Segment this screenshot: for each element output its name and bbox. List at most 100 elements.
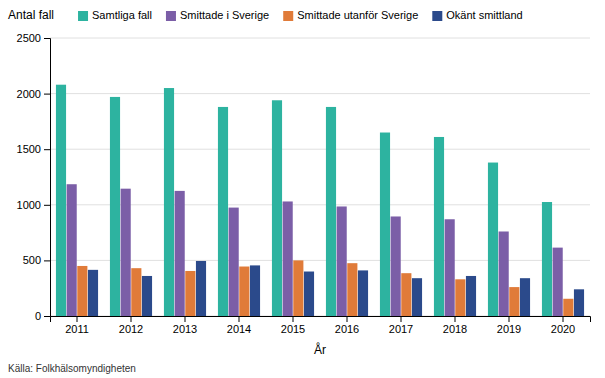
bar <box>56 85 66 316</box>
bar <box>574 289 584 316</box>
x-axis: 2011 2012 2013 2014 2015 2016 2017 2018 2019 2020 <box>51 316 591 335</box>
x-tick-mark <box>401 316 402 322</box>
x-axis-label: År <box>314 342 326 357</box>
bar <box>196 261 206 316</box>
y-axis: 0 500 1000 1500 2000 2500 <box>17 32 51 322</box>
bar <box>499 231 509 316</box>
y-tick: 1000 <box>17 199 50 211</box>
y-tick: 500 <box>23 254 50 266</box>
x-tick-label: 2017 <box>389 323 413 335</box>
bar <box>88 270 98 316</box>
y-tick-label: 0 <box>35 310 41 322</box>
bar <box>412 278 422 316</box>
bar <box>326 107 336 316</box>
legend: Samtliga fall Smittade i Sverige Smittade … <box>78 9 523 21</box>
legend-label: Smittade i Sverige <box>180 9 269 21</box>
y-tick-label: 1500 <box>17 143 41 155</box>
bar <box>131 268 141 316</box>
x-tick-mark <box>347 316 348 322</box>
grid-line <box>50 38 590 39</box>
y-tick: 2500 <box>17 32 50 44</box>
bar <box>466 276 476 316</box>
y-tick-mark <box>44 260 50 261</box>
bar <box>347 263 357 316</box>
x-tick-mark <box>293 316 294 322</box>
x-tick-mark <box>185 316 186 322</box>
x-tick: 2019 <box>497 316 521 335</box>
bar <box>110 97 120 316</box>
legend-swatch <box>432 11 442 21</box>
grid-line <box>50 149 590 150</box>
y-tick: 0 <box>35 310 50 322</box>
bar <box>358 270 368 316</box>
bar-series <box>56 85 552 316</box>
x-tick-mark <box>509 316 510 322</box>
bar <box>67 184 77 316</box>
bar <box>488 163 498 316</box>
y-tick-mark <box>44 149 50 150</box>
bar <box>553 248 563 316</box>
legend-label: Okänt smittland <box>446 9 522 21</box>
grid-line <box>50 93 590 94</box>
y-tick-label: 2000 <box>17 88 41 100</box>
x-tick-label: 2018 <box>443 323 467 335</box>
bar <box>250 265 260 316</box>
legend-item: Smittade utanför Sverige <box>283 9 418 21</box>
x-tick-mark <box>455 316 456 322</box>
bar-series <box>77 260 573 316</box>
x-tick-label: 2012 <box>119 323 143 335</box>
legend-label: Smittade utanför Sverige <box>297 9 418 21</box>
bar <box>218 107 228 316</box>
x-tick-label: 2019 <box>497 323 521 335</box>
bar <box>283 201 293 316</box>
x-tick-label: 2015 <box>281 323 305 335</box>
x-tick: 2013 <box>173 316 197 335</box>
bar <box>509 287 519 316</box>
bar <box>164 88 174 316</box>
bar <box>455 279 465 316</box>
bar <box>142 276 152 316</box>
x-tick-label: 2014 <box>227 323 251 335</box>
x-tick-label: 2013 <box>173 323 197 335</box>
legend-item: Okänt smittland <box>432 9 522 21</box>
x-tick: 2014 <box>227 316 251 335</box>
y-tick-mark <box>44 38 50 39</box>
bar <box>542 202 552 316</box>
x-tick-mark <box>239 316 240 322</box>
grid-line <box>50 260 590 261</box>
bar <box>239 267 249 316</box>
y-tick-label: 500 <box>23 254 41 266</box>
bar <box>520 278 530 316</box>
x-tick-label: 2016 <box>335 323 359 335</box>
x-tick-mark <box>77 316 78 322</box>
bar-series <box>67 184 563 316</box>
y-axis-line <box>44 39 51 317</box>
x-tick: 2020 <box>551 316 575 335</box>
bar <box>401 273 411 316</box>
legend-label: Samtliga fall <box>92 9 152 21</box>
y-tick-mark <box>44 316 50 317</box>
bar <box>293 260 303 316</box>
x-tick: 2017 <box>389 316 413 335</box>
y-tick-label: 2500 <box>17 32 41 44</box>
bar <box>121 189 131 316</box>
bar <box>380 133 390 316</box>
bar <box>445 219 455 316</box>
grid-line <box>50 204 590 205</box>
bar <box>434 137 444 316</box>
bar <box>563 299 573 316</box>
x-tick-mark <box>131 316 132 322</box>
bar <box>272 100 282 316</box>
legend-item: Smittade i Sverige <box>166 9 269 21</box>
legend-item: Samtliga fall <box>78 9 152 21</box>
grid <box>50 38 590 316</box>
x-tick: 2012 <box>119 316 143 335</box>
x-tick: 2016 <box>335 316 359 335</box>
source: Källa: Folkhälsomyndigheten <box>8 363 136 374</box>
legend-swatch <box>166 11 176 21</box>
bar <box>185 271 195 316</box>
y-axis-label: Antal fall <box>8 8 54 22</box>
x-tick-label: 2011 <box>65 323 89 335</box>
bar <box>77 266 87 316</box>
bar <box>391 216 401 316</box>
